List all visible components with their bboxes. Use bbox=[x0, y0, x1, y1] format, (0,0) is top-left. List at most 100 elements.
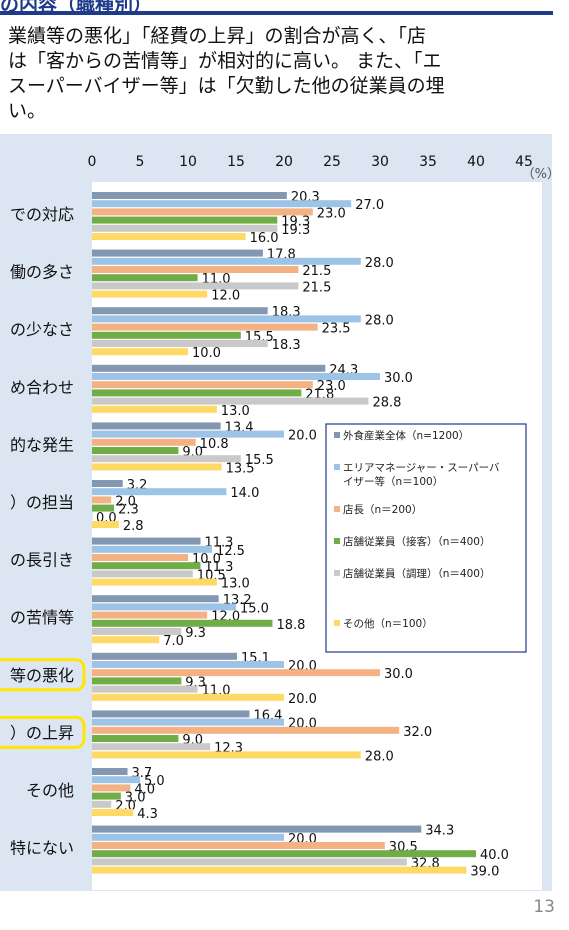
bar bbox=[92, 784, 131, 792]
data-label: 7.0 bbox=[163, 634, 184, 649]
data-label: 15.5 bbox=[245, 453, 274, 468]
bar bbox=[92, 661, 284, 668]
category-label: 等の悪化 bbox=[10, 666, 74, 685]
data-label: 20.0 bbox=[288, 692, 317, 707]
intro-text: 業績等の悪化」「経費の上昇」の割合が高く、「店 は「客からの苦情等」が相対的に高… bbox=[8, 24, 560, 124]
bar bbox=[92, 233, 246, 240]
x-tick-label: 30 bbox=[371, 154, 389, 170]
bar bbox=[92, 595, 219, 603]
data-label: 28.8 bbox=[372, 396, 401, 411]
bar bbox=[92, 858, 407, 866]
legend-swatch bbox=[334, 620, 340, 626]
data-label: 39.0 bbox=[470, 865, 499, 880]
bar bbox=[92, 570, 193, 578]
bar bbox=[92, 463, 222, 471]
data-label: 13.5 bbox=[226, 461, 255, 476]
bar bbox=[92, 438, 196, 446]
category-label: 特にない bbox=[10, 839, 74, 858]
data-label: 18.8 bbox=[276, 618, 305, 633]
bar bbox=[92, 504, 115, 512]
bar bbox=[92, 718, 284, 726]
legend-label: エリアマネージャー・スーパーバ bbox=[343, 462, 500, 474]
bar bbox=[92, 636, 160, 644]
data-label: 23.0 bbox=[317, 206, 346, 221]
bar bbox=[92, 792, 121, 800]
category-label: の苦情等 bbox=[10, 608, 74, 627]
unit-label: （%） bbox=[522, 167, 560, 182]
bar bbox=[92, 768, 128, 775]
data-label: 19.3 bbox=[281, 215, 310, 230]
data-label: 5.0 bbox=[144, 774, 165, 789]
x-tick-label: 25 bbox=[323, 154, 341, 170]
category-label: の長引き bbox=[10, 551, 74, 570]
data-label: 4.0 bbox=[134, 782, 155, 797]
data-label: 20.0 bbox=[288, 429, 317, 444]
bar bbox=[92, 619, 273, 627]
bar bbox=[92, 405, 217, 413]
bar bbox=[92, 743, 211, 751]
category-label: その他 bbox=[26, 781, 74, 800]
bar bbox=[92, 208, 313, 216]
bar bbox=[92, 307, 268, 315]
data-label: 19.3 bbox=[281, 223, 310, 238]
bar bbox=[92, 693, 284, 701]
bar bbox=[92, 652, 237, 660]
data-label: 12.5 bbox=[216, 544, 245, 559]
x-tick-label: 10 bbox=[179, 154, 197, 170]
x-tick-label: 40 bbox=[467, 154, 485, 170]
data-label: 18.3 bbox=[272, 338, 301, 353]
x-tick-label: 5 bbox=[136, 154, 145, 170]
intro-line: い。 bbox=[8, 100, 47, 122]
bar bbox=[92, 710, 250, 718]
legend-swatch bbox=[334, 506, 340, 512]
data-label: 15.0 bbox=[240, 601, 269, 616]
bar bbox=[92, 545, 212, 553]
category-label: 的な発生 bbox=[10, 435, 74, 454]
bar bbox=[92, 192, 287, 199]
legend-label: 店長（n＝200） bbox=[343, 503, 422, 516]
bar bbox=[92, 364, 326, 372]
legend-swatch bbox=[334, 570, 340, 576]
bar bbox=[92, 800, 112, 808]
bar bbox=[92, 480, 123, 487]
x-tick-label: 0 bbox=[88, 154, 97, 170]
bar bbox=[92, 340, 268, 347]
category-label: ）の上昇 bbox=[10, 723, 74, 742]
top-bar bbox=[0, 0, 569, 14]
category-label: 働の多さ bbox=[10, 263, 74, 282]
x-tick-label: 20 bbox=[275, 154, 293, 170]
data-label: 23.0 bbox=[317, 379, 346, 394]
data-label: 28.0 bbox=[365, 313, 394, 328]
legend-label: 外食産業全体（n=1200） bbox=[343, 429, 469, 442]
data-label: 2.0 bbox=[115, 494, 136, 509]
bar-chart: 0 5 10 15 20 25 30 35 40 45（%） での対応働の多さの少なさめ合わせ的な発… bbox=[0, 154, 560, 890]
category-highlight-box bbox=[0, 715, 86, 749]
bar bbox=[92, 257, 361, 265]
legend-box bbox=[325, 423, 527, 653]
intro-line: は「客からの苦情等」が相対的に高い。 また、「エ bbox=[8, 50, 442, 72]
bar bbox=[92, 850, 476, 858]
data-label: 34.3 bbox=[425, 824, 454, 839]
bar bbox=[92, 809, 134, 816]
bar bbox=[92, 216, 278, 224]
data-label: 13.0 bbox=[221, 577, 250, 592]
bar bbox=[92, 397, 369, 405]
bar bbox=[92, 496, 112, 504]
category-label: での対応 bbox=[10, 205, 74, 224]
bar bbox=[92, 611, 208, 619]
bar bbox=[92, 266, 299, 273]
data-label: 28.0 bbox=[365, 749, 394, 764]
legend-label: 店舗従業員（調理）（n＝400） bbox=[343, 567, 490, 580]
data-label: 10.0 bbox=[192, 346, 221, 361]
bar bbox=[92, 726, 400, 734]
legend-swatch bbox=[334, 464, 340, 470]
bar bbox=[92, 274, 198, 282]
bar bbox=[92, 628, 182, 635]
data-label: 32.0 bbox=[403, 725, 432, 740]
x-tick-label: 35 bbox=[419, 154, 437, 170]
bar bbox=[92, 455, 241, 463]
bar bbox=[92, 323, 318, 331]
bar bbox=[92, 331, 241, 339]
bar bbox=[92, 751, 361, 759]
data-label: 30.0 bbox=[384, 667, 413, 682]
